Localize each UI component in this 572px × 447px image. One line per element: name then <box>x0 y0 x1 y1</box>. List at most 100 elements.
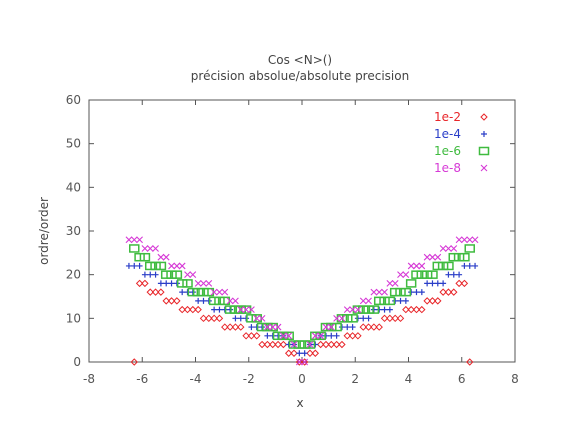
series-1e-4-points <box>125 262 479 357</box>
data-point <box>450 245 458 252</box>
data-point <box>456 271 463 278</box>
y-tick-label: 60 <box>66 93 81 107</box>
data-point <box>437 261 449 271</box>
data-point <box>439 245 447 252</box>
data-point <box>157 288 165 296</box>
data-point <box>440 280 447 287</box>
data-point <box>460 279 469 288</box>
data-point <box>151 288 160 296</box>
data-point <box>429 253 436 261</box>
data-point <box>423 297 431 305</box>
data-point <box>290 341 298 348</box>
data-point <box>269 332 276 339</box>
data-point <box>384 296 396 306</box>
data-point <box>219 296 231 306</box>
data-point <box>267 322 278 332</box>
data-point <box>370 323 378 331</box>
data-point <box>349 324 356 331</box>
data-point <box>263 323 271 331</box>
data-point <box>360 315 367 322</box>
data-point <box>242 332 250 340</box>
data-point <box>263 340 272 349</box>
data-point <box>173 262 181 270</box>
data-point <box>173 297 181 305</box>
data-point <box>445 245 452 252</box>
data-point <box>363 305 374 314</box>
data-point <box>375 288 383 296</box>
data-point <box>189 271 197 279</box>
y-tick-label: 0 <box>73 355 81 369</box>
data-point <box>365 297 372 305</box>
x-tick-label: 6 <box>458 372 466 386</box>
data-point <box>352 305 364 314</box>
y-tick-label: 20 <box>66 268 81 282</box>
data-point <box>168 262 175 270</box>
data-point <box>279 340 288 349</box>
data-point <box>443 261 454 271</box>
data-point <box>290 349 298 357</box>
data-point <box>315 331 326 341</box>
data-point <box>299 340 310 349</box>
data-point <box>450 288 458 296</box>
data-point <box>146 245 154 252</box>
data-point <box>166 270 177 279</box>
data-point <box>395 287 406 297</box>
data-point <box>258 314 266 322</box>
data-point <box>368 305 380 314</box>
data-point <box>370 288 378 296</box>
data-point <box>373 296 385 306</box>
legend-label: 1e-6 <box>434 144 461 158</box>
data-point <box>208 296 220 306</box>
data-point <box>205 297 212 304</box>
data-point <box>412 305 421 314</box>
data-point <box>155 261 167 271</box>
data-point <box>413 289 420 296</box>
data-point <box>205 280 213 287</box>
data-point <box>189 289 196 296</box>
legend-marker <box>480 113 488 121</box>
legend-label: 1e-8 <box>434 161 461 175</box>
data-point <box>333 314 341 322</box>
data-point <box>342 314 353 323</box>
data-point <box>125 236 133 244</box>
data-point <box>160 270 172 279</box>
data-point <box>162 253 170 261</box>
data-point <box>386 280 394 287</box>
data-point <box>141 279 149 288</box>
data-point <box>357 305 369 314</box>
data-point <box>226 297 234 305</box>
data-point <box>472 262 479 269</box>
data-point <box>400 287 412 297</box>
data-point <box>231 323 240 331</box>
data-point <box>283 331 294 341</box>
data-point <box>429 280 436 287</box>
data-point <box>423 253 431 261</box>
data-point <box>221 306 228 313</box>
data-point <box>396 314 405 323</box>
data-point <box>232 315 239 322</box>
data-point <box>216 306 223 313</box>
data-point <box>224 305 236 314</box>
data-point <box>189 305 197 314</box>
data-point <box>370 306 377 313</box>
chart-subtitle: précision absolue/absolute precision <box>191 69 409 83</box>
data-point <box>139 252 151 262</box>
data-point <box>461 262 468 269</box>
data-point <box>141 271 148 278</box>
data-point <box>264 332 271 339</box>
data-point <box>428 297 437 305</box>
data-point <box>466 262 473 269</box>
data-point <box>237 306 245 313</box>
legend-label: 1e-2 <box>434 110 461 124</box>
data-point <box>343 306 351 313</box>
series-1e-2-points <box>130 279 474 366</box>
data-point <box>402 305 410 314</box>
data-point <box>459 252 470 262</box>
y-tick-label: 50 <box>66 137 81 151</box>
data-point <box>354 332 362 340</box>
x-tick-label: -6 <box>136 372 148 386</box>
x-tick-label: 8 <box>511 372 519 386</box>
data-point <box>203 287 215 297</box>
data-point <box>322 340 330 349</box>
data-point <box>178 262 186 270</box>
